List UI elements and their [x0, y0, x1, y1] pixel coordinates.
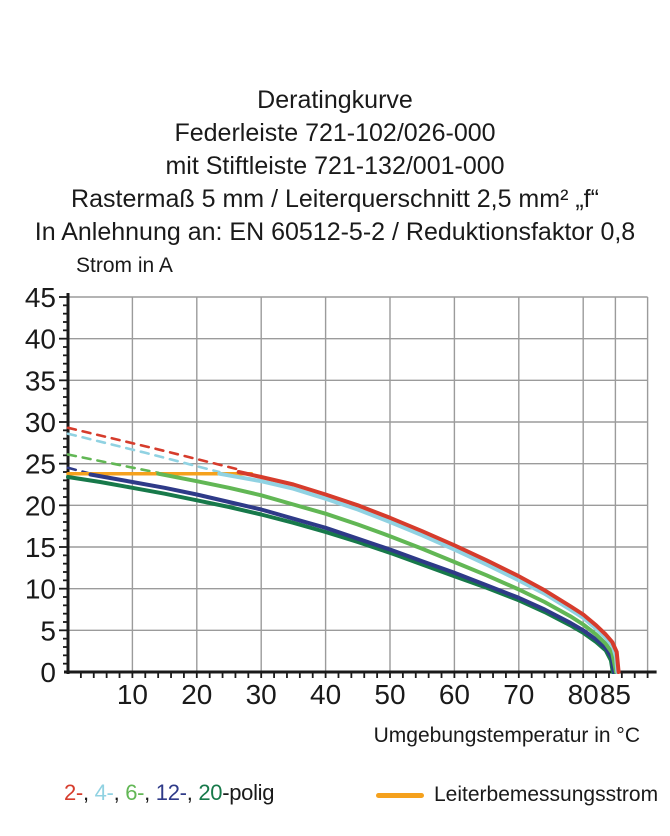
x-tick-label: 70 [503, 679, 534, 710]
pole-legend: 2-, 4-, 6-, 12-, 20-polig [64, 780, 275, 806]
series-6-polig-dashed [66, 453, 160, 475]
x-tick-label: 30 [246, 679, 277, 710]
y-tick-label: 45 [25, 282, 56, 313]
x-axis-title: Umgebungstemperatur in °C [373, 724, 640, 747]
title-line-4: Rastermaß 5 mm / Leiterquerschnitt 2,5 m… [71, 185, 599, 213]
rated-current-label: Leiterbemessungsstrom [434, 783, 659, 806]
pole-legend-separator: , [144, 780, 156, 805]
chart-title-block: Deratingkurve Federleiste 721-102/026-00… [0, 84, 670, 249]
y-tick-label: 25 [25, 449, 56, 480]
x-tick-label: 10 [117, 679, 148, 710]
y-tick-label: 10 [25, 574, 56, 605]
x-tick-label: 80 [568, 679, 599, 710]
y-tick-label: 5 [40, 615, 56, 646]
y-tick-label: 30 [25, 407, 56, 438]
pole-legend-separator: , [186, 780, 199, 805]
x-tick-label: 85 [600, 679, 631, 710]
pole-legend-suffix: -polig [222, 780, 275, 805]
series-4-polig [217, 471, 620, 674]
chart-grid [68, 296, 649, 672]
title-line-5: In Anlehnung an: EN 60512-5-2 / Reduktio… [34, 218, 636, 246]
pole-legend-separator: , [82, 780, 95, 805]
y-tick-label: 0 [40, 657, 56, 688]
pole-legend-item: 6- [125, 780, 145, 805]
y-tick-label: 35 [25, 365, 56, 396]
series-12-polig [88, 472, 617, 674]
x-tick-labels: 10 20 30 40 50 60 70 80 85 [117, 679, 631, 710]
x-tick-label: 50 [374, 679, 405, 710]
title-line-3: mit Stiftleiste 721-132/001-000 [165, 152, 505, 180]
y-tick-label: 20 [25, 490, 56, 521]
chart-series [66, 426, 621, 674]
chart-axes [64, 293, 657, 674]
y-axis-title: Strom in A [76, 254, 173, 277]
y-tick-label: 40 [25, 324, 56, 355]
pole-legend-item: 12- [155, 780, 187, 805]
pole-legend-item: 2- [64, 780, 83, 805]
y-tick-labels: 0 5 10 15 20 25 30 35 40 45 [25, 282, 56, 688]
series-20-polig [66, 475, 615, 674]
rated-current-legend: Leiterbemessungsstrom [376, 780, 658, 810]
x-tick-label: 20 [181, 679, 212, 710]
rated-current-line-swatch [376, 792, 424, 798]
y-tick-label: 15 [25, 532, 56, 563]
pole-legend-separator: , [113, 780, 126, 805]
series-4-polig-dashed [66, 432, 221, 474]
title-line-1: Deratingkurve [257, 86, 413, 114]
x-tick-label: 60 [439, 679, 470, 710]
series-2-polig [236, 470, 621, 674]
title-line-2: Federleiste 721-102/026-000 [174, 119, 496, 147]
series-6-polig [156, 471, 618, 674]
pole-legend-item: 4- [94, 780, 114, 805]
x-tick-label: 40 [310, 679, 341, 710]
pole-legend-item: 20 [198, 780, 223, 805]
